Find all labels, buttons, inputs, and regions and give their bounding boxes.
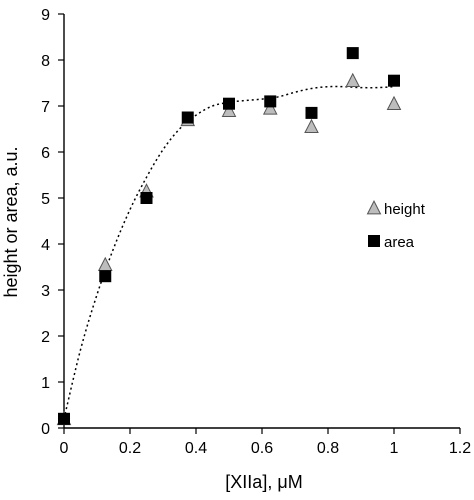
area-point bbox=[140, 192, 153, 204]
y-tick-label: 1 bbox=[41, 375, 50, 392]
height-point bbox=[304, 118, 319, 134]
legend: height area bbox=[366, 200, 426, 251]
x-tick-label: 0.8 bbox=[317, 440, 339, 457]
y-axis-title: height or area, a.u. bbox=[1, 146, 21, 297]
y-tick-label: 9 bbox=[41, 7, 50, 24]
x-tick-label: 1 bbox=[390, 440, 399, 457]
y-tick-label: 8 bbox=[41, 53, 50, 70]
x-tick-label: 0 bbox=[60, 440, 69, 457]
area-point bbox=[346, 47, 359, 60]
y-tick-label: 5 bbox=[41, 191, 50, 208]
y-tick-label: 0 bbox=[41, 421, 50, 438]
height-point bbox=[221, 102, 237, 117]
area-point bbox=[305, 106, 318, 119]
area-point bbox=[181, 111, 194, 124]
x-tick-label: 0.4 bbox=[185, 440, 207, 457]
data-points bbox=[56, 47, 402, 426]
height-point bbox=[262, 100, 278, 115]
area-point bbox=[58, 412, 70, 425]
x-axis-title: [XIIa], μM bbox=[225, 472, 302, 492]
y-tick-label: 4 bbox=[41, 237, 50, 254]
fit-curve-group bbox=[63, 85, 395, 419]
x-tick-label: 0.6 bbox=[251, 440, 273, 457]
area-point bbox=[99, 270, 112, 283]
y-tick-label: 7 bbox=[41, 99, 50, 116]
x-tick-label: 0.2 bbox=[119, 440, 141, 457]
fit-curve bbox=[63, 85, 395, 419]
legend-height-marker bbox=[366, 200, 382, 215]
y-tick-label: 3 bbox=[41, 283, 50, 300]
area-point bbox=[223, 97, 235, 110]
area-point bbox=[388, 74, 400, 87]
height-point bbox=[345, 72, 361, 88]
legend-area-marker bbox=[368, 235, 380, 247]
legend-area-label: area bbox=[384, 234, 415, 251]
area-point bbox=[264, 95, 277, 108]
height-point bbox=[386, 95, 402, 111]
legend-height-label: height bbox=[384, 201, 426, 218]
y-tick-label: 2 bbox=[41, 329, 50, 346]
y-tick-label: 6 bbox=[41, 145, 50, 162]
axes: 0 0.2 0.4 0.6 0.8 1 1.2 0 1 2 3 4 5 6 7 8 9 bbox=[41, 7, 471, 457]
x-tick-label: 1.2 bbox=[449, 440, 471, 457]
